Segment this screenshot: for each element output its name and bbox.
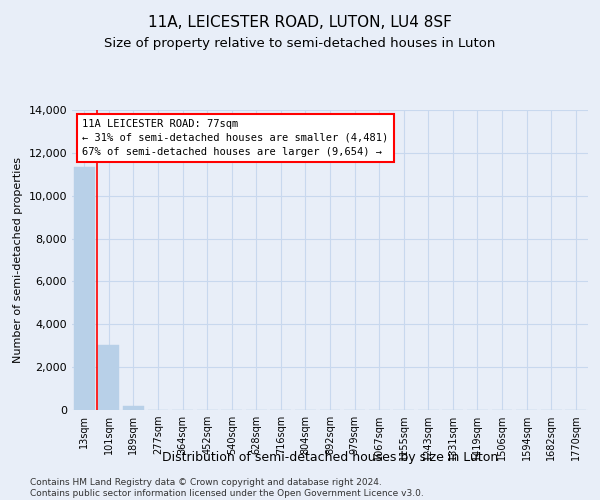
Text: Distribution of semi-detached houses by size in Luton: Distribution of semi-detached houses by … <box>162 451 498 464</box>
Text: 11A LEICESTER ROAD: 77sqm
← 31% of semi-detached houses are smaller (4,481)
67% : 11A LEICESTER ROAD: 77sqm ← 31% of semi-… <box>82 119 389 157</box>
Bar <box>98 344 119 410</box>
Bar <box>74 167 95 410</box>
Y-axis label: Number of semi-detached properties: Number of semi-detached properties <box>13 157 23 363</box>
Bar <box>123 406 144 410</box>
Text: Contains HM Land Registry data © Crown copyright and database right 2024.
Contai: Contains HM Land Registry data © Crown c… <box>30 478 424 498</box>
Text: Size of property relative to semi-detached houses in Luton: Size of property relative to semi-detach… <box>104 38 496 51</box>
Text: 11A, LEICESTER ROAD, LUTON, LU4 8SF: 11A, LEICESTER ROAD, LUTON, LU4 8SF <box>148 15 452 30</box>
